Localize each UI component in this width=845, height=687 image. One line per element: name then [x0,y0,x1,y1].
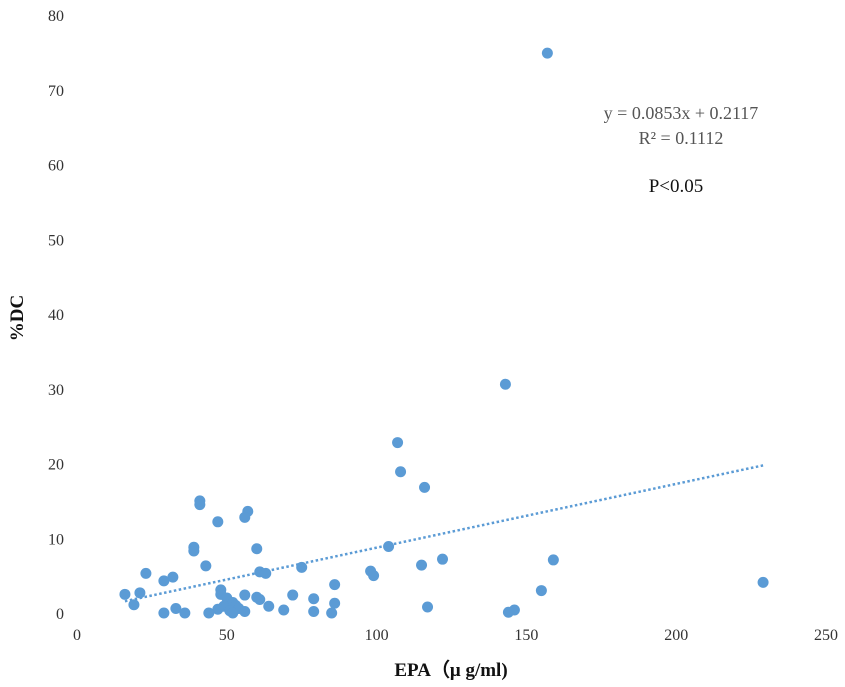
data-point [502,606,514,618]
y-tick-label: 10 [48,531,64,548]
y-tick-label: 50 [48,232,64,249]
data-point [263,600,275,612]
data-point [296,561,308,573]
y-axis-ticks: 0 10 20 30 40 50 60 70 80 [48,8,64,623]
data-point [326,607,338,619]
x-tick-label: 250 [814,627,838,644]
data-point [158,607,170,619]
data-point [167,571,179,583]
x-tick-label: 100 [365,627,389,644]
x-axis-ticks: 0 50 100 150 200 250 [73,627,838,644]
x-tick-label: 50 [219,627,235,644]
data-point [128,599,140,611]
data-point [239,511,251,523]
data-point [419,481,431,493]
data-point [203,607,215,619]
data-point [239,606,251,618]
r-squared-label: R² = 0.1112 [639,128,724,148]
data-point [158,575,170,587]
data-point [200,560,212,572]
data-point [308,593,320,605]
data-point [329,579,341,591]
y-tick-label: 60 [48,158,64,175]
data-point [251,543,263,555]
data-point [437,553,449,565]
data-point [368,570,380,582]
equation-label: y = 0.0853x + 0.2117 [604,103,759,123]
data-point [392,437,404,449]
data-point [329,597,341,609]
x-tick-label: 200 [664,627,688,644]
data-point [416,559,428,571]
y-axis-title: %DC [7,295,28,341]
data-point [308,606,320,618]
x-axis-title: EPA（μ g/ml) [394,658,507,681]
x-tick-label: 0 [73,627,81,644]
y-tick-label: 20 [48,457,64,474]
data-point [287,589,299,601]
data-point [119,588,131,600]
data-point [422,601,434,613]
y-tick-label: 80 [48,8,64,25]
y-tick-label: 40 [48,307,64,324]
data-point [395,466,407,478]
y-tick-label: 70 [48,83,64,100]
data-point [254,594,266,606]
data-points [119,47,769,619]
data-point [535,585,547,597]
data-point [134,587,146,599]
data-point [227,607,239,619]
y-tick-label: 30 [48,382,64,399]
data-point [260,567,272,579]
data-point [188,545,200,557]
data-point [547,554,559,566]
data-point [383,540,395,552]
data-point [278,604,290,616]
p-value-label: P<0.05 [649,176,704,197]
data-point [239,589,251,601]
trendline [124,464,764,603]
data-point [541,47,553,59]
trendline-layer [124,464,764,603]
data-point [179,607,191,619]
data-point [140,567,152,579]
data-point [212,516,224,528]
data-point [194,499,206,511]
y-tick-label: 0 [56,606,64,623]
x-tick-label: 150 [514,627,538,644]
data-point [170,603,182,615]
data-point [212,603,224,615]
data-point [499,378,511,390]
data-point [757,576,769,588]
